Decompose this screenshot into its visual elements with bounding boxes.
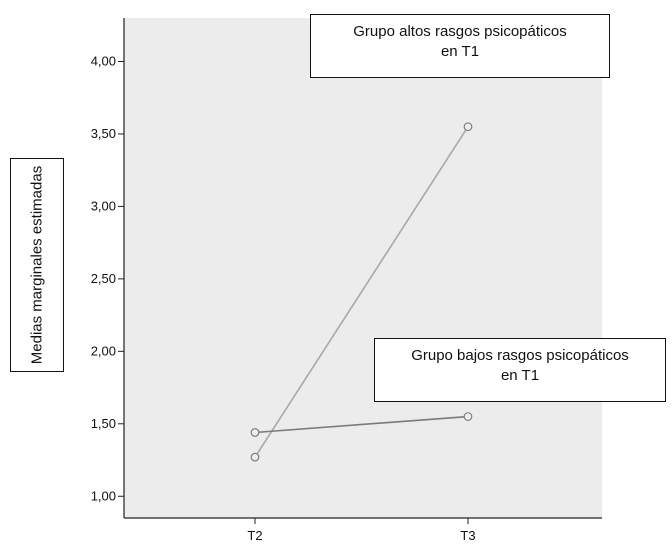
plot-area xyxy=(124,18,602,518)
y-tick-label: 2,50 xyxy=(91,271,116,286)
series-layer xyxy=(250,122,473,462)
annotation-low-line1: Grupo bajos rasgos psicopáticos xyxy=(411,347,629,364)
data-point-low xyxy=(463,412,473,421)
y-tick-label: 1,00 xyxy=(91,488,116,503)
data-point-high xyxy=(250,452,260,462)
data-point-high xyxy=(463,122,473,132)
y-ticks: 1,00 1,50 2,00 2,50 3,00 3,50 4,00 xyxy=(91,53,124,503)
annotation-low-line2: en T1 xyxy=(500,367,540,384)
series-line-high xyxy=(254,126,469,458)
y-axis-label: Medias marginales estimadas xyxy=(28,165,46,365)
y-axis-label-box: Medias marginales estimadas xyxy=(10,158,64,372)
y-tick-label: 4,00 xyxy=(91,53,116,68)
annotation-high-group: Grupo altos rasgos psicopáticos en T1 xyxy=(310,14,610,78)
series-line-low xyxy=(254,415,469,434)
x-tick-label: T3 xyxy=(460,528,475,543)
x-tick-label: T2 xyxy=(247,528,262,543)
y-tick-label: 1,50 xyxy=(91,416,116,431)
x-ticks: T2 T3 xyxy=(247,518,476,543)
y-tick-label: 2,00 xyxy=(91,343,116,358)
annotation-low-group: Grupo bajos rasgos psicopáticos en T1 xyxy=(374,338,666,402)
annotation-high-line2: en T1 xyxy=(440,43,480,60)
y-tick-label: 3,50 xyxy=(91,126,116,141)
data-point-low xyxy=(250,428,260,437)
y-tick-label: 3,00 xyxy=(91,198,116,213)
annotation-high-line1: Grupo altos rasgos psicopáticos xyxy=(353,23,567,40)
